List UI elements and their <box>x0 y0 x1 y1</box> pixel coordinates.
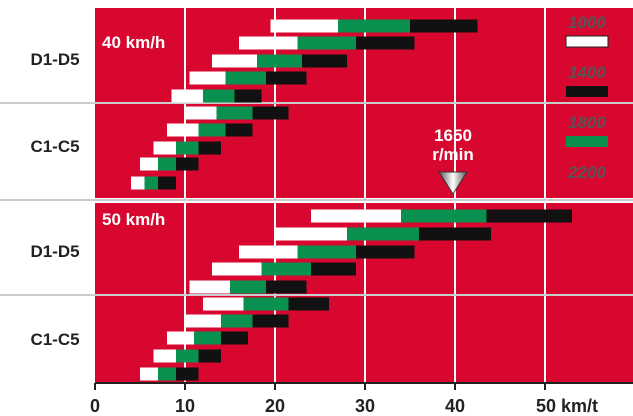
annotation-unit: r/min <box>432 145 474 164</box>
bar-d1-segment-1400-1800-50kmh <box>230 280 266 294</box>
tick-label-50: 50 km/t <box>536 396 598 416</box>
bar-c3-segment-1400-1800-40kmh <box>176 141 199 155</box>
tick-label-30: 30 <box>355 396 375 416</box>
bar-d3-segment-1400-1800-40kmh <box>257 54 302 68</box>
group-label-c1-c5: C1-C5 <box>30 137 79 156</box>
bar-c5-segment-1400-1800-50kmh <box>243 297 289 311</box>
bar-c4-segment-1000-1400-40kmh <box>167 123 199 137</box>
bar-d4-segment-1000-1400-50kmh <box>275 227 347 241</box>
bar-c3-segment-1800-2200-40kmh <box>198 141 221 155</box>
tick-label-10: 10 <box>175 396 195 416</box>
bar-d5-segment-1800-2200-40kmh <box>410 19 478 33</box>
bar-d1-segment-1400-1800-40kmh <box>203 89 235 103</box>
annotation-value: 1650 <box>434 126 472 145</box>
bar-c3-segment-1400-1800-50kmh <box>194 331 221 345</box>
legend-label-1800: 1800 <box>568 113 606 132</box>
bar-c2-segment-1800-2200-50kmh <box>198 349 221 363</box>
tick-label-20: 20 <box>265 396 285 416</box>
bar-c5-segment-1400-1800-40kmh <box>216 106 253 120</box>
bar-c3-segment-1000-1400-40kmh <box>153 141 176 155</box>
group-label-d1-d5: D1-D5 <box>30 50 79 69</box>
bar-d4-segment-1800-2200-50kmh <box>419 227 491 241</box>
tick-label-0: 0 <box>90 396 100 416</box>
group-label-d1-d5: D1-D5 <box>30 242 79 261</box>
bar-c2-segment-1000-1400-50kmh <box>153 349 176 363</box>
bar-d3-segment-1800-2200-40kmh <box>302 54 347 68</box>
bar-d2-segment-1800-2200-50kmh <box>311 262 356 276</box>
bar-c4-segment-1800-2200-40kmh <box>225 123 253 137</box>
bar-d4-segment-1400-1800-40kmh <box>297 36 356 50</box>
bar-c1-segment-1400-1800-40kmh <box>144 176 158 190</box>
speed-label: 40 km/h <box>102 33 165 52</box>
x-axis-ticks: 0 10 20 30 40 50 km/t <box>90 383 598 416</box>
bar-d3-segment-1400-1800-50kmh <box>297 245 356 259</box>
bar-d1-segment-1800-2200-50kmh <box>266 280 307 294</box>
bar-c4-segment-1000-1400-50kmh <box>185 314 221 328</box>
bar-c2-segment-1400-1800-40kmh <box>158 157 176 171</box>
triangle-pointer-icon <box>438 171 468 195</box>
bar-c1-segment-1000-1400-50kmh <box>140 367 158 381</box>
bar-c1-segment-1400-1800-50kmh <box>158 367 176 381</box>
legend-label-2200: 2200 <box>567 163 606 182</box>
bar-d4-segment-1800-2200-40kmh <box>356 36 415 50</box>
bar-c1-segment-1000-1400-40kmh <box>131 176 145 190</box>
bar-c1-segment-1800-2200-40kmh <box>158 176 176 190</box>
legend-swatch-1000 <box>565 35 609 48</box>
group-dividers <box>0 102 633 296</box>
bar-d5-segment-1000-1400-50kmh <box>311 209 401 223</box>
bar-c1-segment-1800-2200-50kmh <box>176 367 199 381</box>
bar-d5-segment-1000-1400-40kmh <box>270 19 338 33</box>
bar-d2-segment-1400-1800-40kmh <box>225 71 266 85</box>
legend-label-1400: 1400 <box>568 63 606 82</box>
bar-d3-segment-1000-1400-40kmh <box>212 54 257 68</box>
rpm-annotation: 1650 r/min <box>432 126 474 195</box>
bar-c5-segment-1000-1400-50kmh <box>203 297 244 311</box>
legend-label-1000: 1000 <box>568 13 606 32</box>
bar-d4-segment-1000-1400-40kmh <box>239 36 298 50</box>
bar-c5-segment-1000-1400-40kmh <box>185 106 217 120</box>
bar-c2-segment-1400-1800-50kmh <box>176 349 199 363</box>
bar-c5-segment-1800-2200-40kmh <box>252 106 289 120</box>
bar-d5-segment-1400-1800-40kmh <box>338 19 410 33</box>
bar-c4-segment-1400-1800-50kmh <box>221 314 253 328</box>
group-label-c1-c5: C1-C5 <box>30 330 79 349</box>
legend-swatch-1800 <box>566 136 608 147</box>
bar-d3-segment-1800-2200-50kmh <box>356 245 415 259</box>
bar-d1-segment-1000-1400-50kmh <box>189 280 230 294</box>
bar-d5-segment-1400-1800-50kmh <box>401 209 487 223</box>
bar-d2-segment-1400-1800-50kmh <box>261 262 311 276</box>
legend-swatch-1400 <box>566 86 608 97</box>
legend: 1000 1400 1800 2200 <box>565 13 609 182</box>
group-labels: D1-D5 C1-C5 D1-D5 C1-C5 <box>30 50 79 349</box>
bar-d1-segment-1000-1400-40kmh <box>171 89 203 103</box>
speed-labels: 40 km/h 50 km/h <box>102 33 165 229</box>
bar-c4-segment-1400-1800-40kmh <box>198 123 226 137</box>
bar-marks <box>131 19 572 381</box>
tick-label-40: 40 <box>445 396 465 416</box>
bar-c3-segment-1800-2200-50kmh <box>221 331 248 345</box>
bar-d4-segment-1400-1800-50kmh <box>347 227 419 241</box>
speed-label: 50 km/h <box>102 210 165 229</box>
bar-c2-segment-1800-2200-40kmh <box>176 157 199 171</box>
bar-d2-segment-1800-2200-40kmh <box>266 71 307 85</box>
bar-c3-segment-1000-1400-50kmh <box>167 331 194 345</box>
bar-d5-segment-1800-2200-50kmh <box>486 209 572 223</box>
bar-d2-segment-1000-1400-50kmh <box>212 262 262 276</box>
bar-d1-segment-1800-2200-40kmh <box>234 89 262 103</box>
bar-c5-segment-1800-2200-50kmh <box>288 297 329 311</box>
bar-c2-segment-1000-1400-40kmh <box>140 157 158 171</box>
bar-d2-segment-1000-1400-40kmh <box>189 71 226 85</box>
bar-c4-segment-1800-2200-50kmh <box>252 314 289 328</box>
bar-d3-segment-1000-1400-50kmh <box>239 245 298 259</box>
